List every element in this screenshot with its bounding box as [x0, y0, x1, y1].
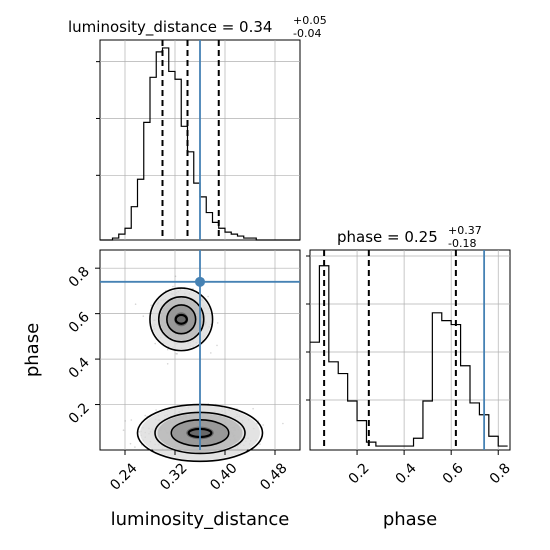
contour-core — [174, 313, 188, 325]
joint-posterior-contours — [136, 287, 264, 463]
sample-point — [210, 352, 212, 354]
phase-histogram-yticks — [306, 255, 310, 401]
sample-point — [134, 303, 137, 306]
luminosity-distance-title-upper-error: +0.05 — [293, 14, 327, 27]
sample-point — [256, 422, 258, 425]
phase-histogram-grid — [310, 250, 510, 450]
luminosity-distance-histogram-yticks — [96, 61, 100, 176]
sample-point — [282, 422, 284, 425]
y-tick-label: 0.8 — [66, 264, 93, 291]
sample-point — [142, 315, 145, 318]
phase-axis-label: phase — [383, 509, 437, 530]
x-tick-label: 0.24 — [107, 460, 140, 493]
joint-posterior-panel: 0.24 0.32 0.40 0.48 0.2 0.4 0.6 0.8 — [66, 249, 301, 494]
phase-title-lower-error: -0.18 — [448, 237, 476, 250]
x-tick-label: 0.40 — [207, 460, 240, 493]
sample-point — [129, 442, 132, 445]
x-tick-label: 0.6 — [440, 460, 467, 487]
luminosity-distance-histogram-line — [100, 47, 300, 241]
x-tick-label: 0.2 — [346, 460, 373, 487]
phase-quantile-lines — [323, 250, 457, 450]
sample-point — [176, 353, 178, 355]
x-tick-label: 0.4 — [393, 460, 420, 487]
sample-point — [192, 288, 194, 290]
sample-point — [134, 446, 136, 448]
sample-point — [166, 363, 169, 365]
sample-point — [150, 304, 152, 307]
sample-point — [262, 424, 265, 426]
phase-histogram-line — [310, 265, 508, 447]
y-tick-label: 0.6 — [66, 309, 93, 336]
x-tick-label: 0.32 — [157, 460, 190, 493]
sample-point — [122, 429, 125, 432]
x-tick-label: 0.8 — [487, 460, 514, 487]
joint-posterior-yticks: 0.2 0.4 0.6 0.8 — [66, 264, 100, 427]
sample-point — [138, 431, 140, 433]
contour-line — [149, 287, 214, 352]
sample-point — [207, 295, 209, 298]
sample-point — [130, 419, 133, 421]
luminosity-distance-axis-label: luminosity_distance — [111, 509, 290, 530]
contour-line — [157, 296, 205, 343]
sample-point — [252, 407, 254, 410]
luminosity-distance-title-lower-error: -0.04 — [293, 27, 321, 40]
sample-point — [144, 414, 146, 417]
sample-point — [166, 348, 169, 351]
phase-title-upper-error: +0.37 — [448, 224, 482, 237]
phase-histogram-panel: 0.2 0.4 0.6 0.8 — [306, 249, 514, 487]
phase-title-main: phase = 0.25 — [337, 228, 438, 246]
contour-line — [166, 304, 197, 335]
luminosity-distance-title: luminosity_distance = 0.34 — [68, 18, 272, 37]
joint-truth-marker — [195, 276, 205, 287]
sample-point — [155, 409, 157, 411]
y-tick-label: 0.4 — [66, 355, 93, 382]
phase-title: phase = 0.25 — [337, 228, 438, 246]
sample-point — [216, 322, 219, 324]
x-tick-label: 0.48 — [257, 460, 290, 493]
phase-histogram-xticks: 0.2 0.4 0.6 0.8 — [346, 450, 514, 487]
y-tick-label: 0.2 — [66, 400, 93, 427]
phase-y-axis-label: phase — [22, 323, 43, 377]
sample-point — [172, 285, 174, 288]
sample-point — [216, 344, 218, 347]
phase-histogram-frame — [309, 249, 511, 451]
sample-point — [124, 420, 126, 422]
luminosity-distance-quantile-lines — [161, 40, 220, 240]
sample-point — [174, 275, 177, 278]
luminosity-distance-title-main: luminosity_distance = 0.34 — [68, 18, 272, 37]
sample-point — [175, 353, 177, 355]
sample-point — [259, 443, 261, 446]
luminosity-distance-histogram-panel — [96, 39, 301, 241]
sample-point — [154, 342, 156, 345]
